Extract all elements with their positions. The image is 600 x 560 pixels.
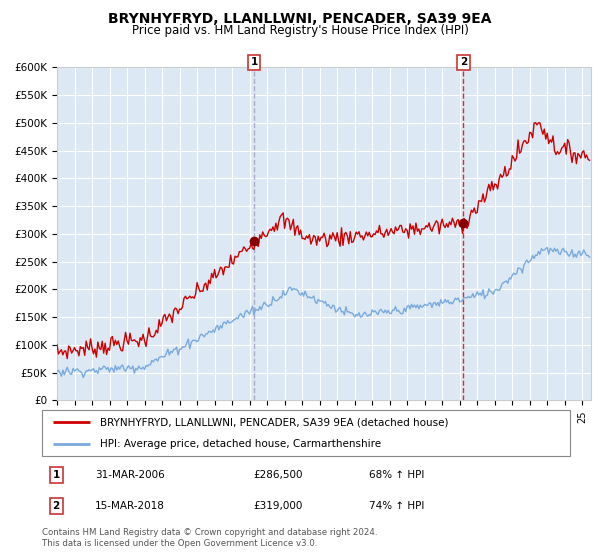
Text: Price paid vs. HM Land Registry's House Price Index (HPI): Price paid vs. HM Land Registry's House …: [131, 24, 469, 36]
Text: 15-MAR-2018: 15-MAR-2018: [95, 501, 164, 511]
Text: BRYNHYFRYD, LLANLLWNI, PENCADER, SA39 9EA (detached house): BRYNHYFRYD, LLANLLWNI, PENCADER, SA39 9E…: [100, 417, 449, 427]
Text: £286,500: £286,500: [253, 470, 303, 480]
Text: 2: 2: [460, 57, 467, 67]
Text: HPI: Average price, detached house, Carmarthenshire: HPI: Average price, detached house, Carm…: [100, 440, 381, 450]
Text: 31-MAR-2006: 31-MAR-2006: [95, 470, 164, 480]
Text: Contains HM Land Registry data © Crown copyright and database right 2024.
This d: Contains HM Land Registry data © Crown c…: [42, 528, 377, 548]
Text: 2: 2: [53, 501, 60, 511]
FancyBboxPatch shape: [42, 410, 570, 456]
Text: 74% ↑ HPI: 74% ↑ HPI: [370, 501, 425, 511]
Text: £319,000: £319,000: [253, 501, 302, 511]
Text: BRYNHYFRYD, LLANLLWNI, PENCADER, SA39 9EA: BRYNHYFRYD, LLANLLWNI, PENCADER, SA39 9E…: [108, 12, 492, 26]
Text: 1: 1: [250, 57, 257, 67]
Text: 1: 1: [53, 470, 60, 480]
Text: 68% ↑ HPI: 68% ↑ HPI: [370, 470, 425, 480]
